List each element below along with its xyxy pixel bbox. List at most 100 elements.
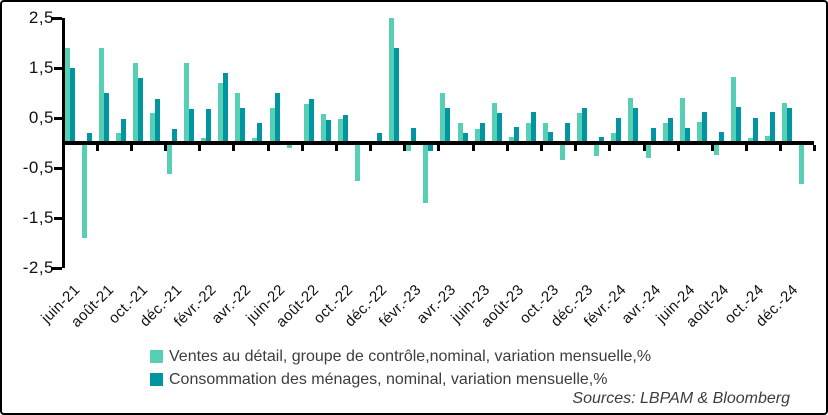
bar-ventes (406, 143, 412, 151)
bar-ventes (457, 123, 463, 143)
x-axis-tick (813, 145, 817, 151)
bar-ventes (320, 114, 326, 143)
legend-label-consommation: Consommation des ménages, nominal, varia… (169, 370, 608, 388)
x-axis-tick (608, 145, 612, 151)
bar-ventes (713, 143, 719, 155)
x-axis-tick (471, 145, 475, 151)
bar-ventes (201, 138, 207, 143)
bar-ventes (389, 18, 395, 143)
bar-consommation (189, 109, 195, 143)
legend-item-consommation: Consommation des ménages, nominal, varia… (150, 368, 651, 391)
legend: Ventes au détail, groupe de contrôle,nom… (150, 345, 651, 391)
bar-consommation (342, 115, 348, 143)
bar-ventes (337, 119, 343, 143)
bar-ventes (696, 122, 702, 143)
bar-consommation (274, 93, 280, 143)
x-axis-tick (129, 145, 133, 151)
x-axis-tick (505, 145, 509, 151)
bar-ventes (286, 143, 292, 148)
y-axis-tick-label: 0,5 (28, 108, 54, 127)
bar-ventes (543, 122, 549, 143)
bar-ventes (765, 136, 771, 143)
bar-ventes (252, 138, 258, 143)
bar-consommation (206, 109, 212, 143)
bar-ventes (628, 98, 634, 143)
bar-ventes (64, 48, 70, 143)
x-axis-tick (95, 145, 99, 151)
bar-ventes (525, 122, 531, 143)
bar-consommation (616, 118, 622, 143)
bar-ventes (167, 143, 173, 174)
bar-ventes (782, 102, 788, 143)
x-axis-tick (745, 145, 749, 151)
legend-swatch-ventes-icon (150, 350, 163, 363)
y-axis-tick (54, 166, 62, 170)
bar-consommation (736, 107, 741, 143)
bar-consommation (120, 119, 126, 143)
bar-ventes (560, 143, 566, 160)
bar-consommation (667, 118, 673, 143)
x-axis-line (62, 141, 814, 145)
bar-ventes (269, 108, 275, 143)
bar-consommation (377, 133, 383, 143)
bar-consommation (411, 128, 417, 143)
bar-consommation (69, 68, 75, 143)
bar-ventes (679, 97, 685, 143)
bar-consommation (394, 48, 400, 143)
bar-consommation (530, 111, 536, 143)
x-axis-tick (334, 145, 338, 151)
bar-ventes (731, 77, 736, 143)
y-axis-tick (54, 116, 62, 120)
y-axis-tick-label: 2,5 (28, 8, 54, 27)
y-axis-tick (51, 266, 62, 270)
bar-consommation (599, 136, 605, 143)
bar-ventes (577, 112, 583, 143)
x-axis-tick (300, 145, 304, 151)
bar-ventes (799, 143, 805, 184)
bar-consommation (770, 111, 776, 143)
x-axis-tick (642, 145, 646, 151)
bar-ventes (81, 143, 87, 238)
x-axis-tick (779, 145, 783, 151)
bar-ventes (303, 104, 309, 143)
bar-ventes (645, 143, 651, 158)
bar-ventes (355, 143, 361, 181)
x-axis-tick (198, 145, 202, 151)
x-axis-tick (232, 145, 236, 151)
x-axis-tick (266, 145, 270, 151)
x-axis-tick (676, 145, 680, 151)
bar-ventes (611, 133, 617, 143)
bar-consommation (650, 128, 656, 143)
bar-consommation (325, 119, 331, 143)
bar-consommation (137, 78, 143, 143)
bar-ventes (235, 93, 241, 143)
bar-ventes (115, 133, 121, 143)
source-note: Sources: LBPAM & Bloomberg (572, 390, 790, 407)
x-axis-tick (369, 145, 373, 151)
y-axis-tick-label: 1,5 (28, 58, 54, 77)
bar-ventes (184, 63, 190, 143)
bar-ventes (594, 143, 600, 156)
bar-consommation (701, 112, 707, 143)
bar-consommation (548, 131, 554, 143)
bar-consommation (462, 133, 468, 143)
x-axis-tick (164, 145, 168, 151)
bar-ventes (149, 113, 155, 143)
x-axis-tick (403, 145, 407, 151)
bar-consommation (496, 113, 502, 143)
bar-consommation (257, 123, 263, 143)
bar-consommation (513, 126, 519, 143)
bar-consommation (633, 108, 639, 143)
bar-ventes (474, 129, 480, 143)
bar-ventes (218, 83, 224, 143)
y-axis-tick-label: -2,5 (22, 258, 54, 277)
bar-consommation (753, 117, 759, 143)
bar-consommation (223, 73, 229, 143)
bar-consommation (479, 123, 485, 143)
y-axis-tick (54, 66, 62, 70)
bar-ventes (662, 123, 668, 143)
y-axis-tick (51, 16, 62, 20)
bar-ventes (440, 93, 446, 143)
y-axis-tick-label: -1,5 (22, 208, 54, 227)
